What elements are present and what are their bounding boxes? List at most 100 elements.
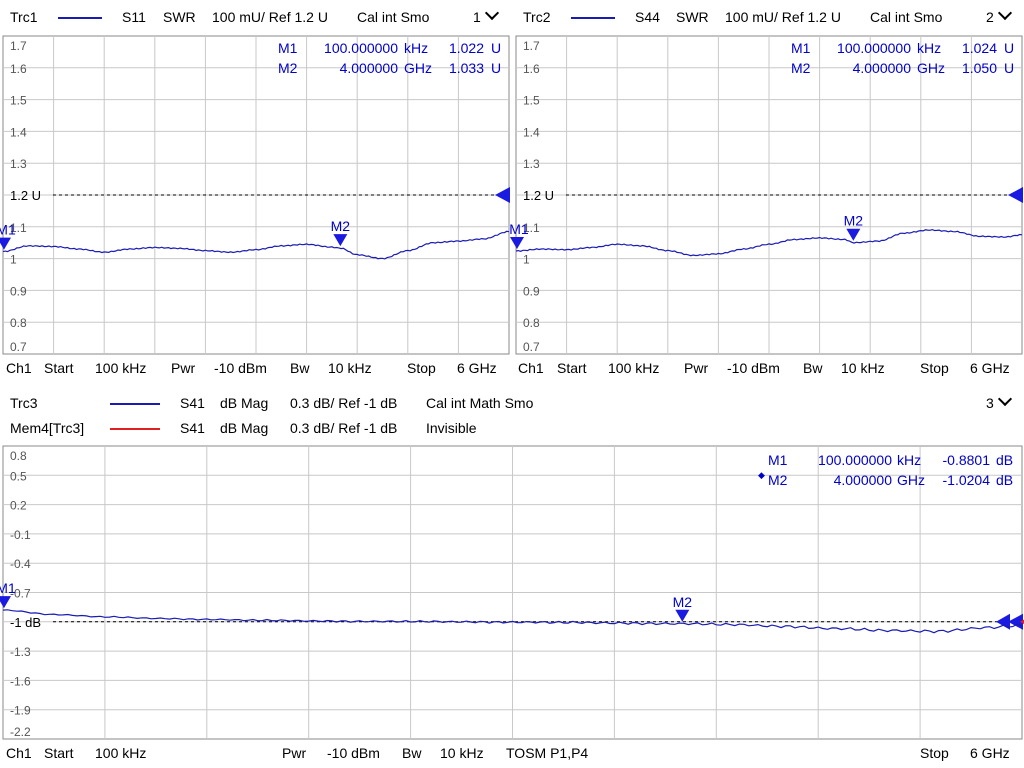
trace-line-swatch	[571, 17, 615, 19]
memory-reference-marker-icon	[1020, 619, 1024, 625]
scale-label[interactable]: 100 mU/ Ref 1.2 U	[212, 9, 328, 25]
marker-response: -0.8801	[942, 452, 990, 468]
marker-label: M2	[331, 218, 351, 234]
calibration-label[interactable]: TOSM P1,P4	[506, 745, 589, 761]
marker-stimulus: 4.000000	[833, 472, 892, 488]
format-label[interactable]: SWR	[163, 9, 196, 25]
stop-value[interactable]: 6 GHz	[457, 360, 497, 376]
param-label[interactable]: S41	[180, 395, 205, 411]
param-label[interactable]: S44	[635, 9, 660, 25]
stop-value[interactable]: 6 GHz	[970, 360, 1010, 376]
bandwidth-value[interactable]: 10 kHz	[328, 360, 372, 376]
marker-name[interactable]: M2	[278, 60, 298, 76]
marker-stimulus: 100.000000	[324, 40, 398, 56]
scale-label[interactable]: 0.3 dB/ Ref -1 dB	[290, 395, 398, 411]
stop-label: Stop	[920, 360, 949, 376]
reference-marker-icon	[1008, 187, 1023, 203]
bandwidth-value[interactable]: 10 kHz	[841, 360, 885, 376]
start-value[interactable]: 100 kHz	[95, 360, 147, 376]
channel-menu[interactable]: 2	[986, 5, 1012, 25]
power-label: Pwr	[282, 745, 307, 761]
marker-name[interactable]: M1	[768, 452, 788, 468]
marker-triangle-icon	[846, 228, 861, 241]
y-tick-label: 1.5	[10, 94, 27, 108]
start-value[interactable]: 100 kHz	[95, 745, 147, 761]
bandwidth-label: Bw	[803, 360, 823, 376]
memory-line-swatch	[110, 428, 160, 430]
y-tick-label: 1.6	[523, 62, 540, 76]
y-tick-label: 1.1	[10, 221, 27, 235]
marker-triangle-icon	[675, 609, 690, 622]
power-label: Pwr	[684, 360, 709, 376]
channel-label[interactable]: Ch1	[6, 745, 32, 761]
trace-label[interactable]: Trc1	[10, 9, 38, 25]
channel-number: 1	[473, 9, 481, 25]
y-tick-label: 0.7	[523, 340, 540, 354]
bandwidth-label: Bw	[290, 360, 310, 376]
stop-value[interactable]: 6 GHz	[970, 745, 1010, 761]
marker-name[interactable]: M1	[278, 40, 298, 56]
param-label[interactable]: S41	[180, 420, 205, 436]
format-label[interactable]: dB Mag	[220, 420, 269, 436]
y-tick-label: 0.8	[523, 316, 540, 330]
channel-label[interactable]: Ch1	[6, 360, 32, 376]
marker-response: 1.050	[961, 60, 997, 76]
marker-response: -1.0204	[942, 472, 990, 488]
channel-menu[interactable]: 1	[473, 5, 499, 25]
marker-label: M1	[0, 580, 16, 596]
y-tick-label: 1.5	[523, 94, 540, 108]
y-tick-label: 1	[523, 253, 530, 267]
reference-marker-icon	[495, 187, 510, 203]
marker-response: 1.024	[961, 40, 997, 56]
marker-name[interactable]: M2	[791, 60, 811, 76]
power-value[interactable]: -10 dBm	[214, 360, 267, 376]
y-tick-label: 1.7	[10, 39, 27, 53]
marker-stimulus: 100.000000	[837, 40, 911, 56]
info-label: Cal int Smo	[357, 9, 430, 25]
start-label: Start	[44, 745, 74, 761]
format-label[interactable]: SWR	[676, 9, 709, 25]
power-value[interactable]: -10 dBm	[327, 745, 380, 761]
trace-line-swatch	[110, 403, 160, 405]
marker-response: 1.033	[448, 60, 484, 76]
channel-label[interactable]: Ch1	[518, 360, 544, 376]
scale-label[interactable]: 100 mU/ Ref 1.2 U	[725, 9, 841, 25]
stop-label: Stop	[407, 360, 436, 376]
marker-label: M1	[0, 222, 16, 238]
info-label: Cal int Smo	[870, 9, 943, 25]
stop-label: Stop	[920, 745, 949, 761]
marker-name[interactable]: M2	[768, 472, 788, 488]
bandwidth-label: Bw	[402, 745, 422, 761]
chart-3: 0.8 0.5 0.2 -0.1 -0.4 -0.7 -1 dB -1.3 -1.6 -1.9 -2…	[0, 445, 1024, 740]
marker-response-unit: U	[491, 40, 502, 56]
chart-2: 1.7 1.6 1.5 1.4 1.3 1.2 U 1.1 1 0.9 0.8 0.7 M1 M2	[509, 35, 1023, 355]
y-tick-label: 0.9	[10, 284, 27, 298]
memory-trace-label[interactable]: Mem4[Trc3]	[10, 420, 85, 436]
marker-response-unit: U	[491, 60, 502, 76]
power-value[interactable]: -10 dBm	[727, 360, 780, 376]
marker-stimulus: 100.000000	[818, 452, 892, 468]
trace-label[interactable]: Trc3	[10, 395, 38, 411]
reference-marker-icon	[1008, 613, 1023, 630]
start-label: Start	[44, 360, 74, 376]
channel-menu[interactable]: 3	[986, 391, 1012, 411]
bandwidth-value[interactable]: 10 kHz	[440, 745, 484, 761]
marker-label: M2	[844, 213, 864, 229]
param-label[interactable]: S11	[122, 9, 146, 25]
info-label: Cal int Math Smo	[426, 395, 534, 411]
active-marker-dot-icon: ◆	[758, 470, 765, 480]
power-label: Pwr	[171, 360, 196, 376]
scale-label[interactable]: 0.3 dB/ Ref -1 dB	[290, 420, 398, 436]
marker-stimulus-unit: GHz	[404, 60, 432, 76]
marker-name[interactable]: M1	[791, 40, 811, 56]
format-label[interactable]: dB Mag	[220, 395, 269, 411]
y-tick-label: 1.4	[10, 125, 27, 139]
trace-label[interactable]: Trc2	[523, 9, 551, 25]
trace-line	[515, 228, 1023, 257]
y-tick-label: 0.9	[523, 284, 540, 298]
y-tick-label: 1.2 U	[523, 188, 554, 203]
marker-stimulus-unit: GHz	[897, 472, 925, 488]
y-tick-label: 1.4	[523, 125, 540, 139]
start-value[interactable]: 100 kHz	[608, 360, 660, 376]
